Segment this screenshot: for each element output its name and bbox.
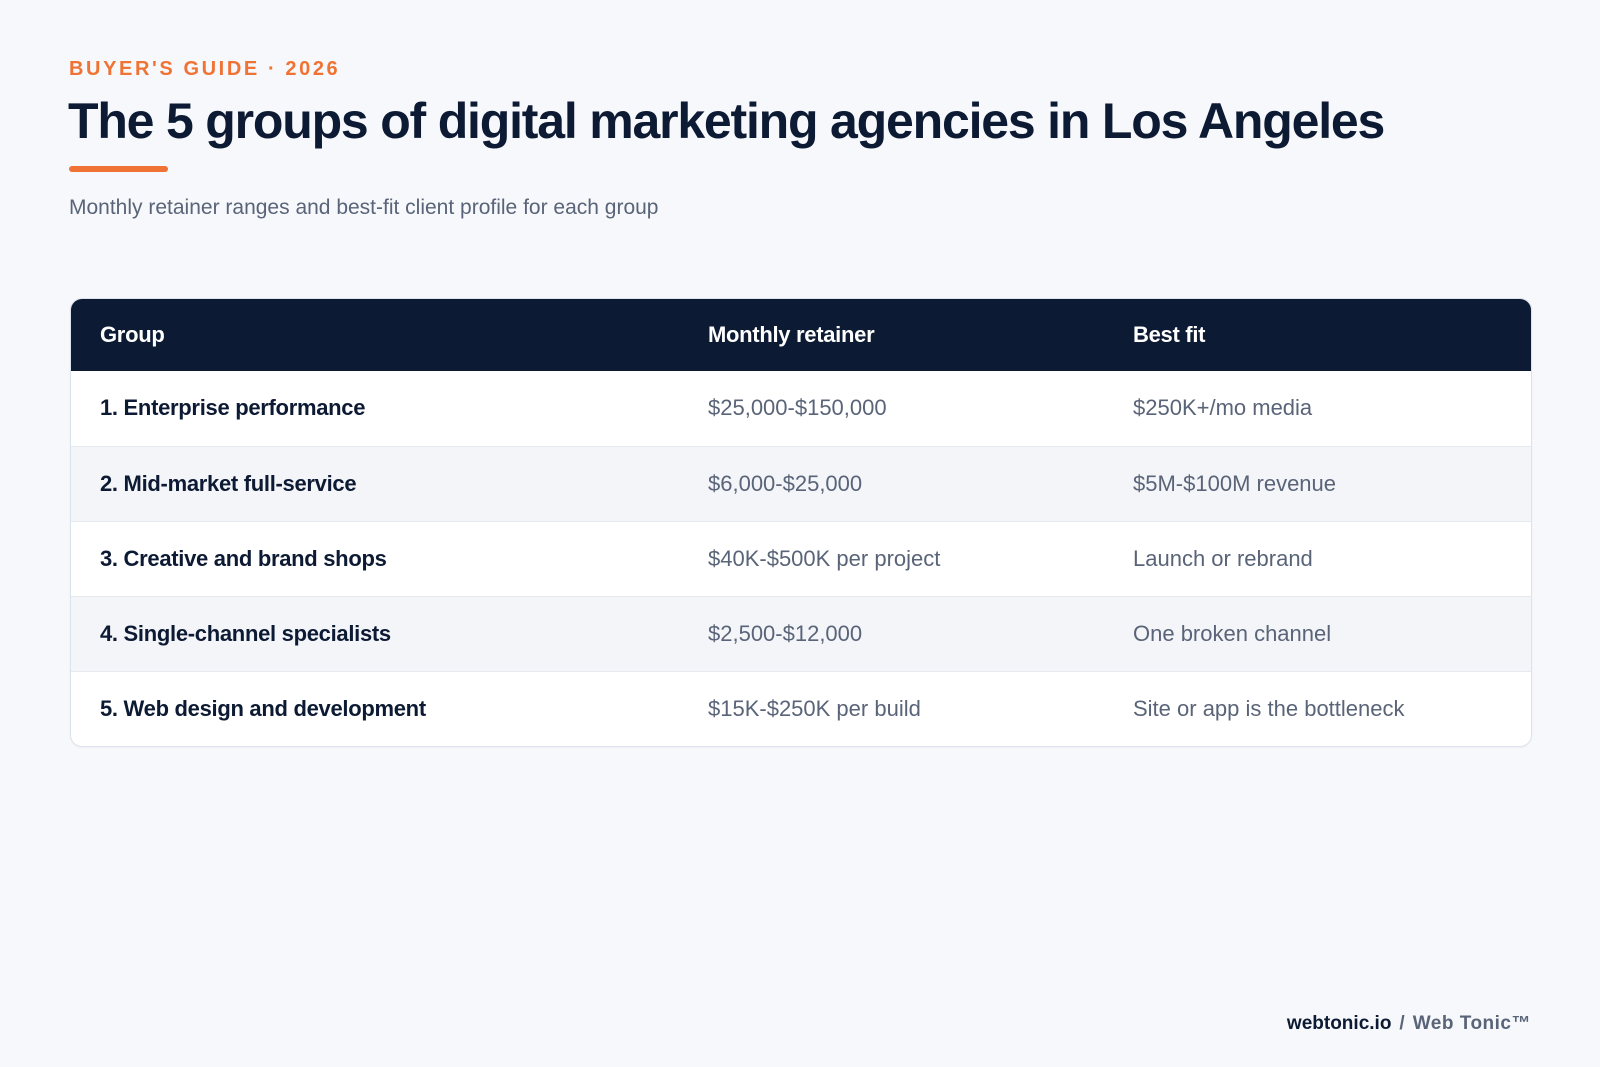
table-body: 1. Enterprise performance $25,000-$150,0… bbox=[71, 371, 1531, 746]
retainer-cell: $2,500-$12,000 bbox=[708, 620, 863, 646]
table-header-row: Group Monthly retainer Best fit bbox=[71, 299, 1531, 371]
column-header-monthly-retainer: Monthly retainer bbox=[708, 322, 875, 347]
table-row: 1. Enterprise performance $25,000-$150,0… bbox=[71, 371, 1531, 446]
best-fit-cell: Launch or rebrand bbox=[1133, 545, 1313, 571]
footer-brand: Web Tonic™ bbox=[1412, 1013, 1531, 1034]
table-row: 4. Single-channel specialists $2,500-$12… bbox=[71, 596, 1531, 671]
eyebrow-label: BUYER'S GUIDE · 2026 bbox=[69, 58, 341, 80]
best-fit-cell: Site or app is the bottleneck bbox=[1133, 695, 1405, 721]
best-fit-cell: $250K+/mo media bbox=[1133, 395, 1313, 421]
best-fit-cell: $5M-$100M revenue bbox=[1133, 470, 1337, 496]
group-cell: 5. Web design and development bbox=[100, 695, 426, 721]
best-fit-cell: One broken channel bbox=[1133, 620, 1332, 646]
page-subtitle: Monthly retainer ranges and best-fit cli… bbox=[69, 196, 659, 219]
retainer-cell: $25,000-$150,000 bbox=[708, 395, 887, 421]
group-cell: 2. Mid-market full-service bbox=[100, 470, 357, 496]
retainer-cell: $6,000-$25,000 bbox=[708, 470, 863, 496]
table-row: 5. Web design and development $15K-$250K… bbox=[71, 671, 1531, 746]
retainer-cell: $15K-$250K per build bbox=[708, 695, 921, 721]
agency-groups-table: Group Monthly retainer Best fit 1. Enter… bbox=[71, 299, 1531, 746]
page-title: The 5 groups of digital marketing agenci… bbox=[68, 93, 1385, 149]
group-cell: 1. Enterprise performance bbox=[100, 395, 366, 421]
agency-groups-table-card: Group Monthly retainer Best fit 1. Enter… bbox=[70, 298, 1532, 747]
column-header-best-fit: Best fit bbox=[1133, 322, 1206, 347]
group-cell: 3. Creative and brand shops bbox=[100, 545, 387, 571]
footer-domain: webtonic.io bbox=[1286, 1013, 1392, 1034]
column-header-group: Group bbox=[100, 322, 165, 347]
table-row: 2. Mid-market full-service $6,000-$25,00… bbox=[71, 446, 1531, 521]
table-row: 3. Creative and brand shops $40K-$500K p… bbox=[71, 521, 1531, 596]
footer-credit: webtonic.io / Web Tonic™ bbox=[1287, 1013, 1531, 1035]
title-accent-bar bbox=[69, 166, 168, 172]
table-header: Group Monthly retainer Best fit bbox=[71, 299, 1531, 371]
group-cell: 4. Single-channel specialists bbox=[100, 620, 391, 646]
footer-separator: / bbox=[1399, 1013, 1405, 1034]
retainer-cell: $40K-$500K per project bbox=[708, 545, 941, 571]
